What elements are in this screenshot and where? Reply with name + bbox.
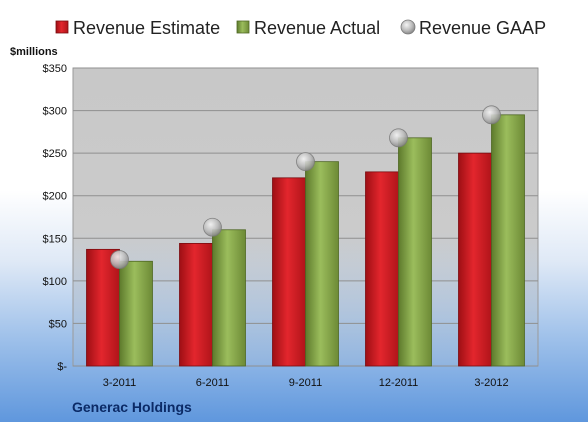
bar-revenue-actual xyxy=(119,260,153,367)
legend-label: Revenue Actual xyxy=(254,18,380,38)
bar-revenue-estimate xyxy=(365,171,399,367)
y-tick-label: $350 xyxy=(43,63,67,75)
x-tick-label: 3-2011 xyxy=(103,377,136,389)
bar-revenue-estimate xyxy=(272,177,306,367)
company-label: Generac Holdings xyxy=(72,399,192,415)
legend-swatch xyxy=(55,20,69,34)
bar-revenue-actual xyxy=(212,229,246,367)
x-tick-label: 3-2012 xyxy=(474,377,508,389)
gaap-markers xyxy=(110,105,501,269)
bar-revenue-estimate xyxy=(86,248,120,367)
x-tick-label: 9-2011 xyxy=(289,377,322,389)
x-axis: 3-2011 6-2011 9-2011 12-2011 3-2012 xyxy=(103,377,509,389)
y-tick-label: $150 xyxy=(43,233,67,245)
bar-revenue-actual xyxy=(491,114,525,367)
legend-swatch xyxy=(400,19,416,35)
y-tick-label: $250 xyxy=(43,148,67,160)
bars xyxy=(86,114,525,367)
y-tick-label: $100 xyxy=(43,276,67,288)
y-tick-label: $300 xyxy=(43,106,67,118)
marker-revenue-gaap xyxy=(110,250,129,269)
y-axis-unit-label: $millions xyxy=(10,46,58,58)
x-tick-label: 12-2011 xyxy=(379,377,419,389)
legend: Revenue Estimate Revenue Actual Revenue GA… xyxy=(55,18,546,38)
marker-revenue-gaap xyxy=(203,217,222,237)
y-tick-label: $- xyxy=(57,361,67,373)
y-axis: $- $50 $100 $150 $200 $250 $300 $350 xyxy=(43,63,68,373)
y-tick-label: $50 xyxy=(49,318,67,330)
legend-label: Revenue GAAP xyxy=(419,18,546,38)
marker-revenue-gaap xyxy=(482,105,501,125)
bar-revenue-estimate xyxy=(179,242,213,367)
legend-label: Revenue Estimate xyxy=(73,18,220,38)
bar-revenue-estimate xyxy=(458,152,492,367)
bar-revenue-actual xyxy=(398,137,432,367)
legend-swatch xyxy=(236,20,250,34)
x-tick-label: 6-2011 xyxy=(196,377,229,389)
marker-revenue-gaap xyxy=(389,128,408,148)
y-tick-label: $200 xyxy=(43,191,67,203)
bar-revenue-actual xyxy=(305,161,339,367)
marker-revenue-gaap xyxy=(296,152,315,172)
